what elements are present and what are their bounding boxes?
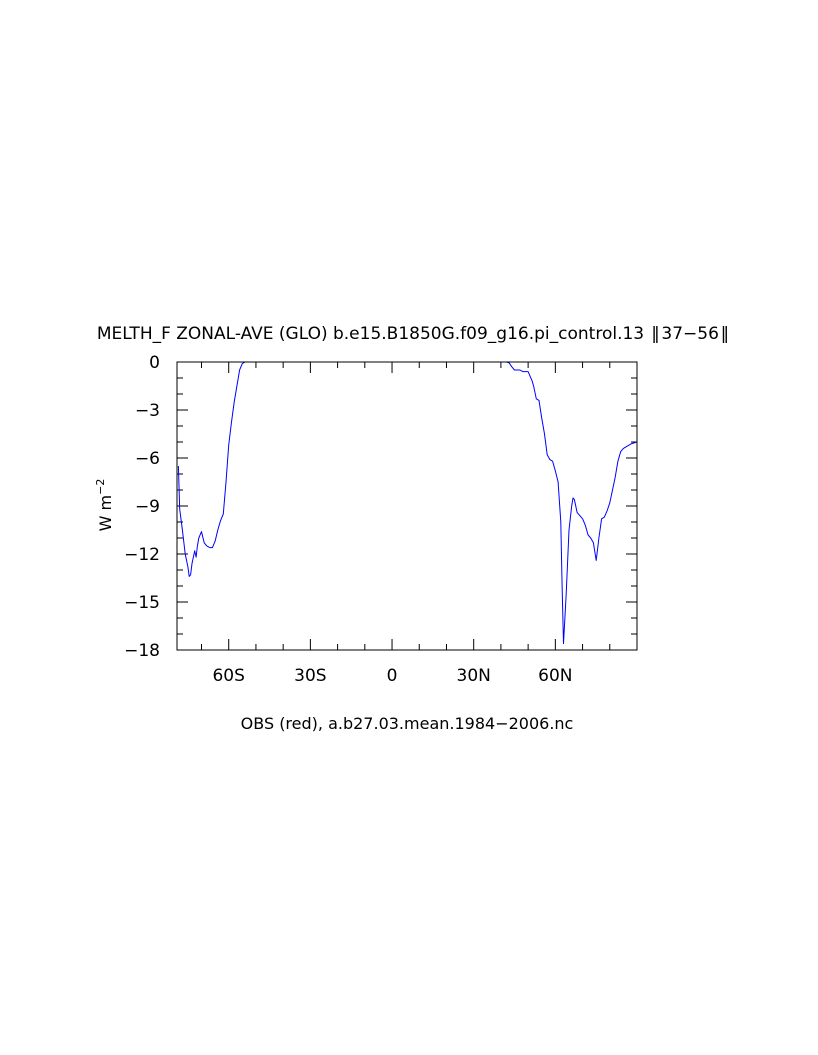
chart-title: MELTH_F ZONAL-AVE (GLO) b.e15.B1850G.f09…	[97, 324, 729, 344]
y-tick-label: −18	[124, 641, 160, 661]
y-axis-label-text: W m	[96, 495, 115, 532]
x-tick-label: 60N	[538, 666, 572, 686]
y-axis-label-group: W m−2	[94, 479, 115, 532]
x-tick-label: 30N	[457, 666, 491, 686]
y-tick-label: −6	[135, 449, 160, 469]
y-tick-label: −9	[135, 497, 160, 517]
y-axis-label: W m−2	[94, 479, 115, 532]
x-tick-label: 60S	[212, 666, 244, 686]
y-tick-label: −12	[124, 545, 160, 565]
x-tick-label: 30S	[294, 666, 326, 686]
series-layer	[177, 361, 638, 645]
x-axis-label: OBS (red), a.b27.03.mean.1984−2006.nc	[241, 714, 574, 733]
plot-frame	[176, 361, 638, 651]
series-line-0	[177, 361, 638, 645]
y-axis-label-exponent: −2	[94, 479, 107, 495]
y-tick-label: −15	[124, 593, 160, 613]
x-tick-label: 0	[387, 666, 398, 686]
axis-tick-labels: 60S 30S 0 30N 60N 0 −3 −6 −9 −12 −15 −18	[124, 353, 572, 686]
y-tick-label: 0	[149, 353, 160, 373]
y-tick-label: −3	[135, 401, 160, 421]
axis-ticks	[177, 361, 637, 651]
